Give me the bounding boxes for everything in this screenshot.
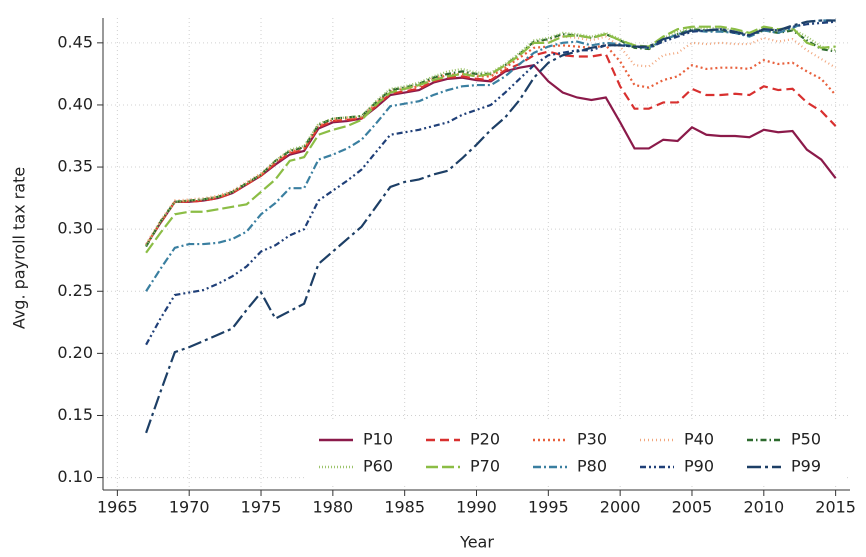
x-tick-label: 1980 [312, 498, 353, 517]
y-tick-label: 0.30 [57, 219, 93, 238]
series-line [145, 26, 836, 246]
series-line [145, 28, 836, 248]
series-line [145, 19, 836, 292]
x-tick-label: 1990 [456, 498, 497, 517]
x-tick-label: 1965 [97, 498, 138, 517]
series-line [145, 20, 836, 346]
legend-label: P10 [363, 430, 393, 449]
legend-label: P60 [363, 457, 393, 476]
series-line [145, 25, 836, 254]
x-tick-label: 1970 [169, 498, 210, 517]
x-tick-label: 1995 [528, 498, 569, 517]
x-tick-label: 1985 [384, 498, 425, 517]
y-tick-label: 0.40 [57, 94, 93, 113]
series-line [145, 44, 837, 246]
y-tick-label: 0.45 [57, 32, 93, 51]
x-axis-label: Year [459, 533, 494, 552]
y-tick-label: 0.10 [57, 467, 93, 486]
legend-label: P90 [684, 457, 714, 476]
legend-label: P30 [577, 430, 607, 449]
legend-label: P20 [470, 430, 500, 449]
series-line [145, 19, 836, 434]
legend-label: P99 [791, 457, 821, 476]
series-line [145, 64, 837, 246]
y-axis-label: Avg. payroll tax rate [10, 167, 29, 329]
legend-label: P80 [577, 457, 607, 476]
x-tick-label: 2010 [743, 498, 784, 517]
x-tick-label: 2015 [815, 498, 856, 517]
legend-box [307, 422, 846, 486]
legend-label: P70 [470, 457, 500, 476]
series-line [145, 50, 837, 246]
y-tick-label: 0.20 [57, 343, 93, 362]
y-tick-label: 0.15 [57, 405, 93, 424]
legend-label: P40 [684, 430, 714, 449]
series-line [145, 35, 837, 245]
x-tick-label: 2000 [600, 498, 641, 517]
legend-label: P50 [791, 430, 821, 449]
x-tick-label: 1975 [241, 498, 282, 517]
y-tick-label: 0.25 [57, 281, 93, 300]
x-tick-label: 2005 [672, 498, 713, 517]
y-tick-label: 0.35 [57, 157, 93, 176]
